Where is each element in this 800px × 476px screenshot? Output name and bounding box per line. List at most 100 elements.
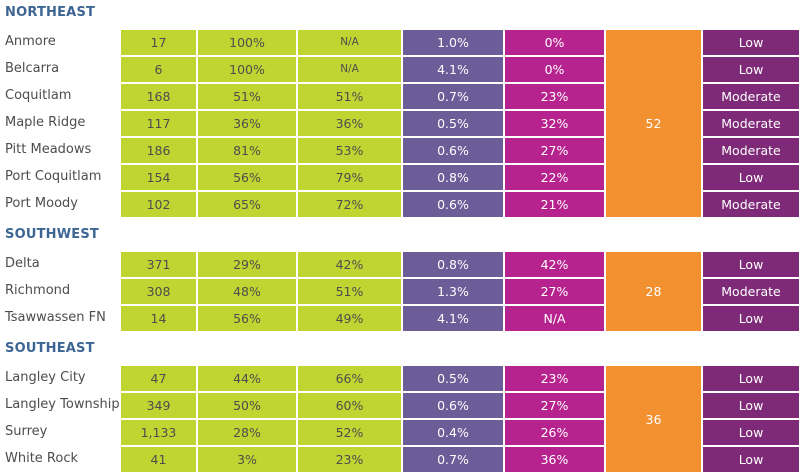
data-cell: 23% bbox=[505, 366, 604, 391]
data-cell: 51% bbox=[298, 279, 401, 304]
municipality-label: Maple Ridge bbox=[5, 115, 86, 130]
rating-cell: Moderate bbox=[703, 279, 799, 304]
data-cell: 1.0% bbox=[403, 30, 503, 55]
rating-cell: Low bbox=[703, 393, 799, 418]
data-cell: 27% bbox=[505, 138, 604, 163]
data-cell: 0.6% bbox=[403, 393, 503, 418]
data-cell: 102 bbox=[121, 192, 196, 217]
data-cell: 100% bbox=[198, 57, 296, 82]
municipality-label: Delta bbox=[5, 256, 40, 271]
data-cell: 36% bbox=[505, 447, 604, 472]
data-cell: 51% bbox=[198, 84, 296, 109]
data-cell: 154 bbox=[121, 165, 196, 190]
data-cell: 47 bbox=[121, 366, 196, 391]
rating-cell: Moderate bbox=[703, 192, 799, 217]
data-cell: 27% bbox=[505, 279, 604, 304]
data-cell: 29% bbox=[198, 252, 296, 277]
data-cell: 17 bbox=[121, 30, 196, 55]
data-cell: 1,133 bbox=[121, 420, 196, 445]
data-cell: 26% bbox=[505, 420, 604, 445]
data-cell: 0.8% bbox=[403, 252, 503, 277]
region-heading: NORTHEAST bbox=[5, 5, 96, 20]
data-cell: N/A bbox=[505, 306, 604, 331]
region-heading: SOUTHEAST bbox=[5, 341, 95, 356]
data-cell: 6 bbox=[121, 57, 196, 82]
data-cell: 21% bbox=[505, 192, 604, 217]
data-cell: 0.7% bbox=[403, 447, 503, 472]
data-cell: 50% bbox=[198, 393, 296, 418]
data-cell: 0% bbox=[505, 30, 604, 55]
data-cell: 32% bbox=[505, 111, 604, 136]
data-cell: 66% bbox=[298, 366, 401, 391]
data-cell: 60% bbox=[298, 393, 401, 418]
data-cell: 27% bbox=[505, 393, 604, 418]
municipality-label: Belcarra bbox=[5, 61, 60, 76]
rating-cell: Low bbox=[703, 30, 799, 55]
data-cell: 65% bbox=[198, 192, 296, 217]
data-cell: 36% bbox=[198, 111, 296, 136]
data-cell: 168 bbox=[121, 84, 196, 109]
data-cell: 48% bbox=[198, 279, 296, 304]
data-cell: 23% bbox=[298, 447, 401, 472]
data-cell: 0.5% bbox=[403, 111, 503, 136]
data-cell: 42% bbox=[298, 252, 401, 277]
data-cell: 0.7% bbox=[403, 84, 503, 109]
data-cell: 51% bbox=[298, 84, 401, 109]
municipality-label: Port Coquitlam bbox=[5, 169, 102, 184]
rating-cell: Low bbox=[703, 447, 799, 472]
data-cell: 41 bbox=[121, 447, 196, 472]
data-cell: 1.3% bbox=[403, 279, 503, 304]
rating-cell: Low bbox=[703, 306, 799, 331]
data-cell: 44% bbox=[198, 366, 296, 391]
data-cell: 28% bbox=[198, 420, 296, 445]
data-cell: 0.8% bbox=[403, 165, 503, 190]
data-cell: 72% bbox=[298, 192, 401, 217]
data-cell: 0.5% bbox=[403, 366, 503, 391]
region-merged-value: 36 bbox=[606, 366, 701, 472]
data-cell: 349 bbox=[121, 393, 196, 418]
municipality-label: Langley City bbox=[5, 370, 86, 385]
municipality-label: Coquitlam bbox=[5, 88, 72, 103]
municipality-label: Pitt Meadows bbox=[5, 142, 92, 157]
rating-cell: Low bbox=[703, 57, 799, 82]
data-cell: 56% bbox=[198, 165, 296, 190]
data-cell: 22% bbox=[505, 165, 604, 190]
region-merged-value: 52 bbox=[606, 30, 701, 217]
municipality-label: White Rock bbox=[5, 451, 79, 466]
municipality-label: Anmore bbox=[5, 34, 56, 49]
rating-cell: Moderate bbox=[703, 111, 799, 136]
data-cell: 0.4% bbox=[403, 420, 503, 445]
rating-cell: Moderate bbox=[703, 84, 799, 109]
municipality-label: Langley Township bbox=[5, 397, 120, 412]
data-cell: 23% bbox=[505, 84, 604, 109]
data-cell: 49% bbox=[298, 306, 401, 331]
rating-cell: Moderate bbox=[703, 138, 799, 163]
data-cell: 36% bbox=[298, 111, 401, 136]
rating-cell: Low bbox=[703, 366, 799, 391]
municipality-label: Port Moody bbox=[5, 196, 78, 211]
data-cell: 308 bbox=[121, 279, 196, 304]
data-cell: 53% bbox=[298, 138, 401, 163]
data-cell: 371 bbox=[121, 252, 196, 277]
data-cell: 100% bbox=[198, 30, 296, 55]
data-cell: 3% bbox=[198, 447, 296, 472]
data-cell: 52% bbox=[298, 420, 401, 445]
data-cell: 0% bbox=[505, 57, 604, 82]
data-cell: 186 bbox=[121, 138, 196, 163]
data-cell: 14 bbox=[121, 306, 196, 331]
region-merged-value: 28 bbox=[606, 252, 701, 331]
data-cell: 0.6% bbox=[403, 138, 503, 163]
data-cell: 42% bbox=[505, 252, 604, 277]
data-cell: 0.6% bbox=[403, 192, 503, 217]
rating-cell: Low bbox=[703, 420, 799, 445]
data-cell: 4.1% bbox=[403, 57, 503, 82]
data-cell: 79% bbox=[298, 165, 401, 190]
data-cell: 117 bbox=[121, 111, 196, 136]
municipality-label: Surrey bbox=[5, 424, 48, 439]
data-cell: N/A bbox=[298, 30, 401, 55]
data-cell: 56% bbox=[198, 306, 296, 331]
rating-cell: Low bbox=[703, 252, 799, 277]
rating-cell: Low bbox=[703, 165, 799, 190]
data-cell: 81% bbox=[198, 138, 296, 163]
municipality-label: Richmond bbox=[5, 283, 71, 298]
